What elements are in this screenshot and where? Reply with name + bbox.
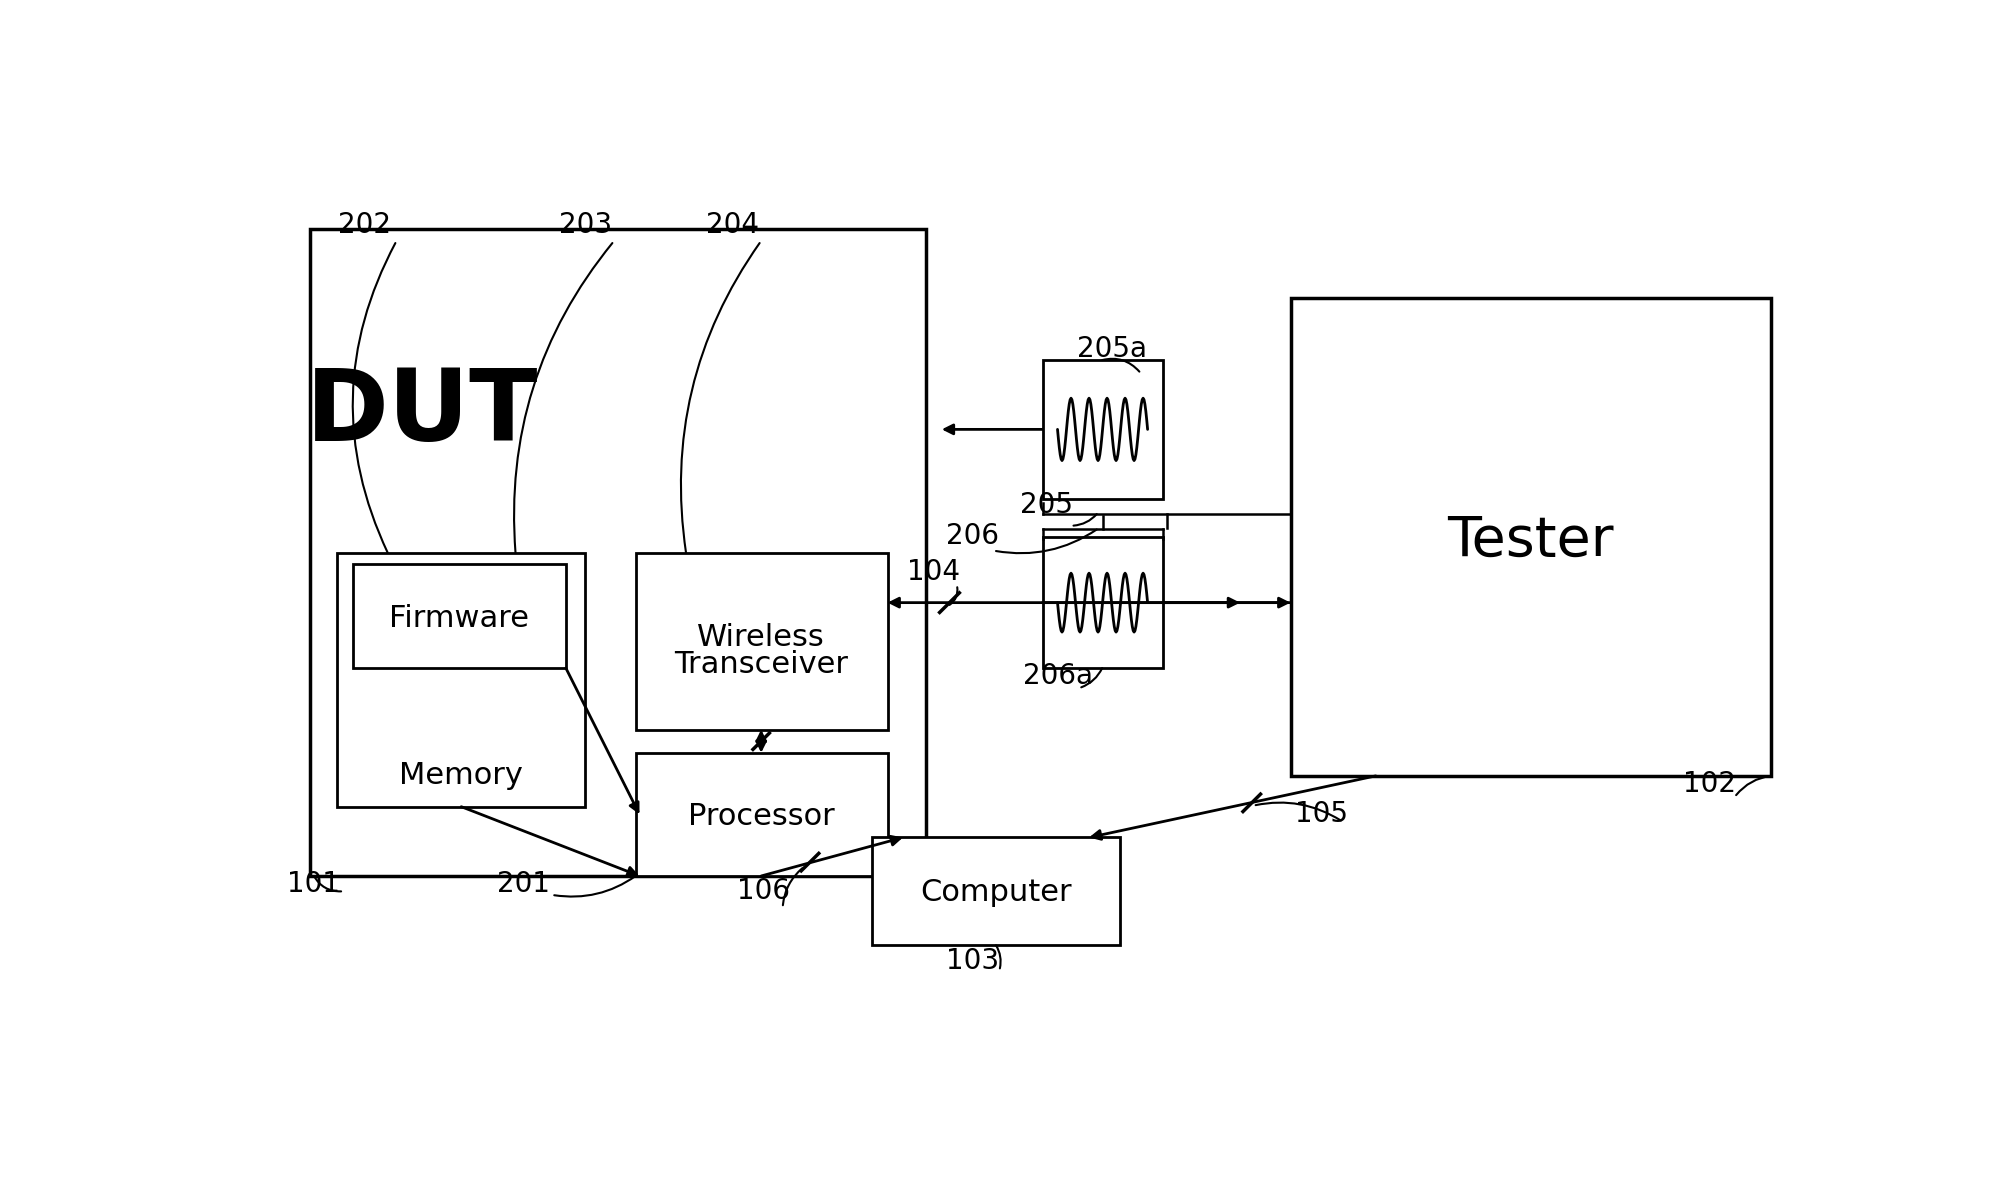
Text: Processor: Processor — [687, 802, 835, 831]
Bar — [310, 229, 925, 877]
Text: 206a: 206a — [1022, 662, 1093, 690]
Text: Memory: Memory — [399, 761, 524, 790]
Text: Computer: Computer — [919, 879, 1073, 908]
Bar — [635, 553, 887, 730]
Bar — [1042, 360, 1163, 498]
Bar — [1290, 299, 1770, 775]
Text: 204: 204 — [706, 212, 758, 240]
Text: 201: 201 — [496, 869, 550, 898]
Text: 104: 104 — [907, 557, 960, 586]
Bar — [337, 553, 585, 807]
Text: 205: 205 — [1020, 491, 1073, 519]
Text: 206: 206 — [946, 521, 1000, 550]
Text: Transceiver: Transceiver — [673, 650, 849, 679]
Text: 105: 105 — [1294, 801, 1349, 828]
Text: 203: 203 — [558, 212, 611, 240]
Text: 202: 202 — [339, 212, 391, 240]
Text: DUT: DUT — [306, 366, 538, 462]
Text: 103: 103 — [946, 946, 1000, 975]
Text: 106: 106 — [738, 878, 790, 905]
Text: Wireless: Wireless — [698, 622, 825, 651]
Bar — [873, 838, 1121, 945]
Text: 101: 101 — [288, 869, 341, 898]
Bar — [1042, 537, 1163, 668]
Text: 102: 102 — [1683, 769, 1736, 797]
Text: 205a: 205a — [1077, 335, 1147, 362]
Bar — [635, 752, 887, 877]
Bar — [353, 565, 566, 668]
Text: Tester: Tester — [1447, 514, 1615, 568]
Text: Firmware: Firmware — [389, 603, 528, 632]
